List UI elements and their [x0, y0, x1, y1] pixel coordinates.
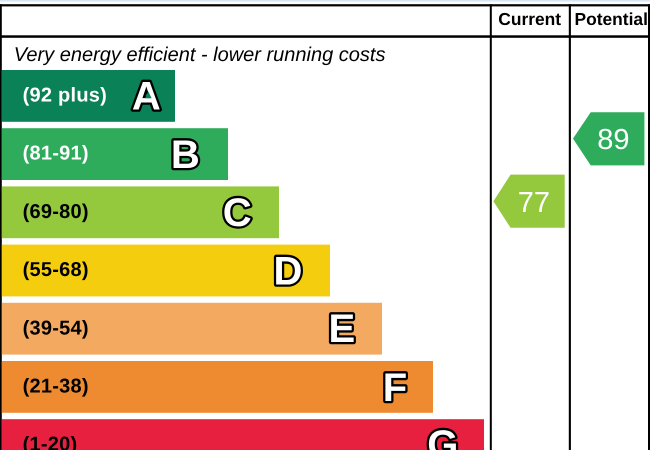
svg-text:(92 plus): (92 plus): [23, 85, 108, 107]
svg-text:E: E: [328, 307, 355, 351]
svg-text:F: F: [383, 366, 407, 410]
svg-text:B: B: [171, 133, 200, 177]
svg-text:(39-54): (39-54): [23, 317, 89, 339]
svg-text:(69-80): (69-80): [23, 201, 89, 223]
svg-text:Current: Current: [498, 9, 561, 29]
svg-text:(1-20): (1-20): [23, 434, 78, 450]
svg-text:D: D: [273, 250, 302, 294]
svg-text:G: G: [427, 423, 458, 450]
svg-text:89: 89: [597, 124, 629, 156]
svg-text:C: C: [223, 191, 252, 235]
svg-text:(21-38): (21-38): [23, 376, 89, 398]
svg-text:77: 77: [518, 187, 550, 219]
svg-text:(55-68): (55-68): [23, 259, 89, 281]
svg-text:Very energy efficient - lower: Very energy efficient - lower running co…: [14, 44, 386, 66]
svg-text:(81-91): (81-91): [23, 143, 89, 165]
svg-text:Potential: Potential: [574, 9, 647, 29]
